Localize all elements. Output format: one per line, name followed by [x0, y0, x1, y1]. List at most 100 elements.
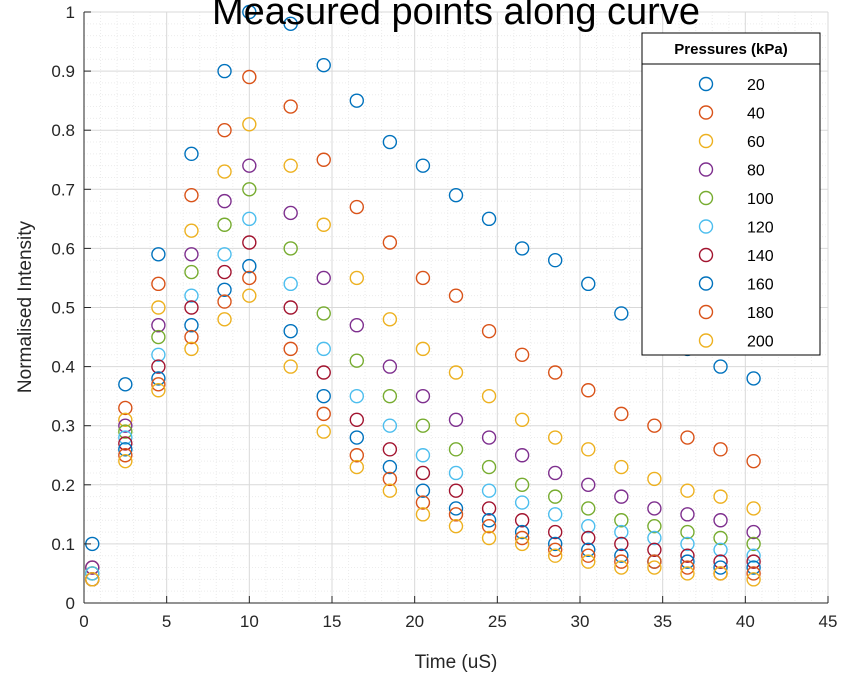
data-point	[316, 365, 331, 380]
data-point	[746, 554, 761, 569]
data-point	[581, 442, 596, 457]
data-point	[514, 524, 530, 540]
data-point	[184, 223, 199, 238]
series-20	[85, 4, 761, 552]
data-point	[614, 560, 629, 575]
data-point	[713, 560, 728, 575]
legend-item-140: 140	[698, 247, 774, 265]
data-point	[514, 530, 530, 546]
data-point	[349, 318, 364, 333]
data-point	[415, 158, 431, 173]
data-point	[217, 294, 232, 309]
data-point	[415, 418, 431, 433]
data-point	[118, 430, 133, 445]
legend-item-80: 80	[698, 162, 765, 180]
data-point	[242, 288, 257, 303]
y-tick-label: 0.1	[51, 535, 75, 554]
data-point	[481, 483, 497, 498]
data-point	[548, 548, 563, 563]
data-point	[349, 430, 364, 445]
data-point	[448, 442, 464, 457]
data-point	[118, 442, 133, 457]
data-point	[118, 436, 133, 451]
data-point	[242, 211, 257, 227]
x-tick-label: 10	[240, 612, 259, 631]
legend-item-100: 100	[698, 190, 774, 208]
data-point	[118, 418, 133, 433]
y-tick-label: 0.9	[51, 62, 75, 81]
legend-marker	[698, 304, 714, 320]
data-point	[614, 489, 629, 504]
data-point	[548, 542, 563, 558]
data-point	[448, 188, 464, 203]
data-point	[514, 241, 530, 256]
data-point	[217, 264, 232, 280]
data-point	[713, 513, 728, 528]
data-point	[481, 459, 497, 475]
data-point	[514, 536, 530, 552]
x-tick-label: 20	[405, 612, 424, 631]
data-point	[349, 459, 364, 475]
legend-marker	[698, 105, 714, 120]
data-point	[283, 300, 298, 315]
data-point	[481, 430, 497, 445]
data-point	[614, 554, 629, 569]
series-120	[85, 211, 761, 581]
data-point	[118, 412, 133, 427]
data-point	[316, 217, 331, 232]
data-point	[713, 554, 728, 569]
data-point	[647, 518, 662, 534]
data-point	[647, 530, 662, 546]
data-point	[316, 57, 331, 73]
data-point	[382, 459, 398, 475]
data-point	[349, 353, 364, 368]
legend-label: 140	[747, 248, 774, 265]
data-point	[514, 412, 530, 427]
data-point	[118, 424, 133, 439]
x-tick-label: 5	[162, 612, 171, 631]
data-point	[184, 288, 199, 303]
data-point	[548, 507, 563, 522]
data-point	[217, 247, 232, 262]
data-point	[184, 329, 199, 345]
y-tick-label: 0.5	[51, 299, 75, 318]
legend-label: 40	[747, 106, 765, 123]
data-point	[184, 264, 199, 280]
data-point	[217, 63, 232, 79]
data-point	[746, 566, 761, 581]
data-point	[514, 448, 530, 463]
data-point	[548, 524, 563, 540]
data-point	[415, 388, 431, 404]
data-point	[548, 536, 563, 552]
data-point	[481, 323, 497, 339]
data-point	[151, 329, 166, 345]
data-point	[548, 430, 563, 445]
series-200	[85, 288, 761, 587]
data-point	[415, 448, 431, 463]
y-axis-label: Normalised Intensity	[15, 220, 36, 393]
data-point	[184, 247, 199, 262]
data-point	[151, 359, 166, 374]
x-tick-label: 40	[736, 612, 755, 631]
data-point	[614, 459, 629, 475]
data-point	[514, 513, 530, 528]
data-point	[283, 276, 298, 292]
x-tick-label: 0	[79, 612, 88, 631]
data-point	[581, 554, 596, 569]
legend-label: 200	[747, 334, 774, 351]
data-point	[448, 483, 464, 498]
data-point	[514, 495, 530, 510]
data-point	[151, 383, 166, 398]
data-point	[85, 566, 100, 581]
data-point	[581, 383, 596, 398]
data-point	[349, 412, 364, 427]
data-point	[746, 371, 761, 386]
data-point	[316, 306, 331, 321]
data-point	[415, 270, 431, 286]
data-point	[746, 572, 761, 587]
data-point	[382, 471, 398, 487]
data-point	[581, 477, 596, 492]
data-point	[647, 418, 662, 433]
data-point	[242, 158, 257, 173]
